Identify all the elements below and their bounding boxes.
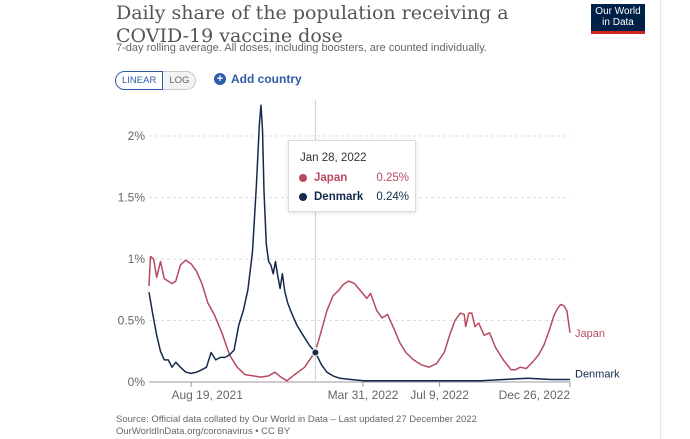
tooltip-denmark-value: 0.24%	[376, 191, 409, 203]
x-tick-label: Aug 19, 2021	[171, 388, 243, 402]
tooltip-row-denmark: Denmark 0.24%	[299, 191, 409, 203]
chart-title: Daily share of the population receiving …	[116, 2, 509, 47]
x-axis-labels: Aug 19, 2021 Mar 31, 2022 Jul 9, 2022 Dec 2…	[171, 382, 571, 402]
add-country-label: Add country	[231, 72, 302, 86]
y-tick-label: 1%	[128, 252, 146, 266]
tooltip-row-japan: Japan 0.25%	[299, 172, 409, 184]
tooltip: Jan 28, 2022 Japan 0.25% Denmark 0.24%	[288, 140, 416, 212]
y-tick-label: 0.5%	[118, 314, 146, 328]
chart-subtitle: 7-day rolling average. All doses, includ…	[116, 42, 487, 54]
hover-marker-denmark	[311, 348, 320, 357]
series-label-denmark: Denmark	[575, 369, 620, 381]
logo-line-1: Our World	[595, 6, 641, 17]
x-tick-label: Mar 31, 2022	[328, 388, 399, 402]
tooltip-date: Jan 28, 2022	[300, 152, 367, 164]
series-label-japan: Japan	[575, 328, 605, 340]
tooltip-denmark-name: Denmark	[314, 191, 364, 203]
log-button[interactable]: LOG	[163, 71, 197, 90]
source-text: Source: Official data collated by Our Wo…	[116, 414, 477, 425]
japan-dot-icon	[299, 174, 307, 182]
tooltip-japan-value: 0.25%	[376, 172, 409, 184]
series-labels: Japan Denmark	[575, 328, 620, 381]
y-tick-label: 2%	[128, 129, 146, 143]
owid-logo[interactable]: Our World in Data	[591, 4, 645, 34]
series-line-japan	[148, 255, 571, 382]
series-line-denmark	[148, 104, 570, 382]
logo-line-2: in Data	[602, 17, 634, 28]
add-country-button[interactable]: + Add country	[214, 72, 302, 86]
scale-toggle: LINEAR LOG	[115, 71, 197, 90]
y-tick-label: 0%	[128, 375, 146, 389]
source-link[interactable]: OurWorldInData.org/coronavirus • CC BY	[116, 426, 291, 437]
y-tick-label: 1.5%	[118, 191, 146, 205]
linear-button[interactable]: LINEAR	[115, 71, 164, 90]
y-axis-labels: 0% 0.5% 1% 1.5% 2%	[118, 129, 146, 389]
x-tick-label: Jul 9, 2022	[410, 388, 469, 402]
series-lines	[148, 104, 571, 382]
chart-frame	[660, 0, 661, 439]
source-note: Source: Official data collated by Our Wo…	[116, 414, 477, 438]
plus-icon: +	[214, 73, 226, 85]
denmark-dot-icon	[299, 193, 307, 201]
x-tick-label: Dec 26, 2022	[499, 388, 571, 402]
tooltip-japan-name: Japan	[314, 172, 348, 184]
